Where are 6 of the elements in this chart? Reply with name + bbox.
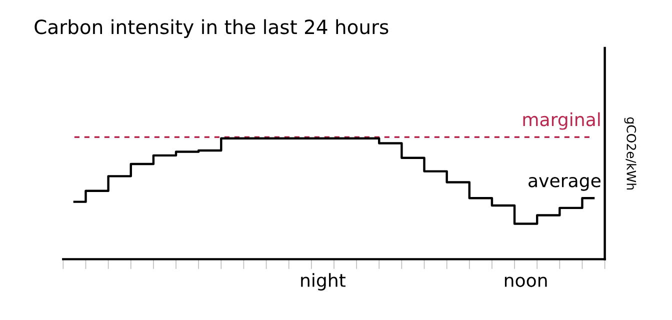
series-label: marginal [523, 112, 600, 130]
y2-axis-title: gCO2e/kWh [624, 117, 636, 190]
chart-title: Carbon intensity in the last 24 hours [34, 19, 388, 38]
series-label: average [528, 176, 600, 191]
x-tick-label: noon [504, 276, 547, 288]
x-tick-label: night [301, 273, 346, 291]
